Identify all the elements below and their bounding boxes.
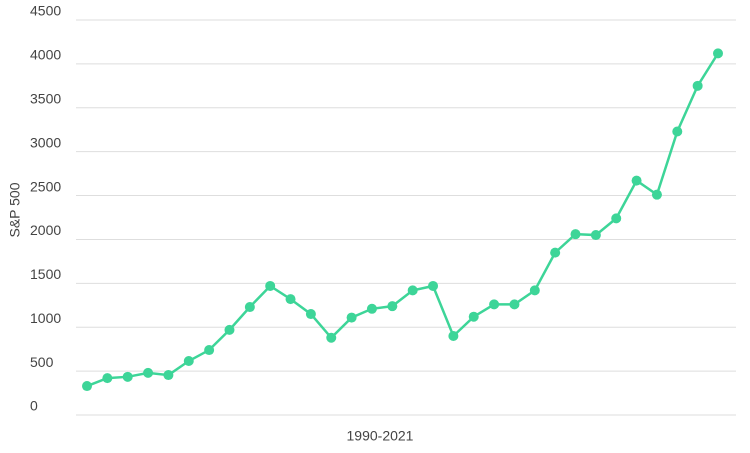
data-point (285, 294, 296, 305)
y-tick-label: 4500 (30, 3, 61, 19)
y-tick-label: 500 (30, 354, 54, 370)
data-point (244, 302, 255, 313)
y-tick-label: 1000 (30, 310, 61, 326)
data-point (672, 126, 683, 137)
data-point (651, 189, 662, 200)
data-point (143, 367, 154, 378)
data-point (529, 285, 540, 296)
data-point (366, 303, 377, 314)
y-axis-label: S&P 500 (7, 182, 23, 237)
data-point (590, 230, 601, 241)
data-point (305, 309, 316, 320)
data-point (163, 370, 174, 381)
data-point (265, 280, 276, 291)
series-line (86, 52, 720, 388)
data-point (692, 80, 703, 91)
data-point (611, 213, 622, 224)
y-tick-label: 0 (30, 398, 38, 414)
data-point (631, 175, 642, 186)
y-tick-label: 1500 (30, 266, 61, 282)
data-point (468, 311, 479, 322)
data-point (407, 285, 418, 296)
y-tick-label: 3500 (30, 90, 61, 106)
data-point (387, 301, 398, 312)
data-point (224, 324, 235, 335)
x-axis-label: 1990-2021 (347, 428, 414, 444)
data-point (204, 345, 215, 356)
data-point (326, 332, 337, 343)
data-point (183, 356, 194, 367)
y-tick-label: 3000 (30, 134, 61, 150)
data-point (509, 299, 520, 310)
data-point (82, 381, 92, 392)
data-point (428, 280, 439, 291)
data-point (550, 247, 561, 258)
data-point (713, 48, 723, 59)
y-tick-label: 4000 (30, 47, 61, 63)
data-point (448, 331, 459, 341)
data-point (102, 373, 113, 384)
data-point (122, 371, 133, 382)
data-point (570, 229, 581, 240)
y-tick-label: 2500 (30, 178, 61, 194)
data-point (346, 312, 357, 323)
data-point (489, 299, 500, 310)
y-tick-label: 2000 (30, 222, 61, 238)
